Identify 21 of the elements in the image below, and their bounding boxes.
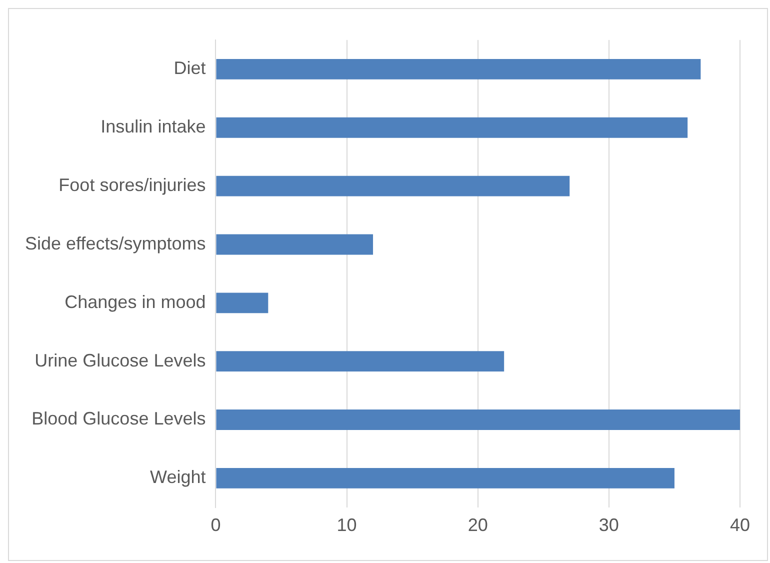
- y-tick-label: Blood Glucose Levels: [32, 408, 206, 429]
- y-tick-label: Foot sores/injuries: [58, 175, 206, 196]
- y-tick-label: Changes in mood: [64, 292, 206, 312]
- x-tick-label: 20: [468, 515, 488, 536]
- bar: [216, 468, 674, 488]
- y-tick-label: Insulin intake: [100, 116, 206, 137]
- x-tick-label: 10: [336, 515, 357, 536]
- y-tick-label: Urine Glucose Levels: [34, 350, 206, 370]
- bar: [216, 117, 688, 138]
- bar: [216, 234, 374, 255]
- bar: [216, 176, 570, 196]
- y-tick-label: Side effects/symptoms: [24, 233, 206, 254]
- bar: [216, 410, 740, 430]
- x-tick-label: 40: [730, 515, 750, 536]
- bar: [216, 292, 268, 314]
- bar: [216, 58, 701, 80]
- x-tick-label: 0: [210, 515, 221, 536]
- y-tick-label: Weight: [150, 467, 206, 488]
- y-tick-label: Diet: [174, 58, 206, 78]
- bar: [216, 351, 504, 372]
- x-tick-label: 30: [598, 515, 619, 536]
